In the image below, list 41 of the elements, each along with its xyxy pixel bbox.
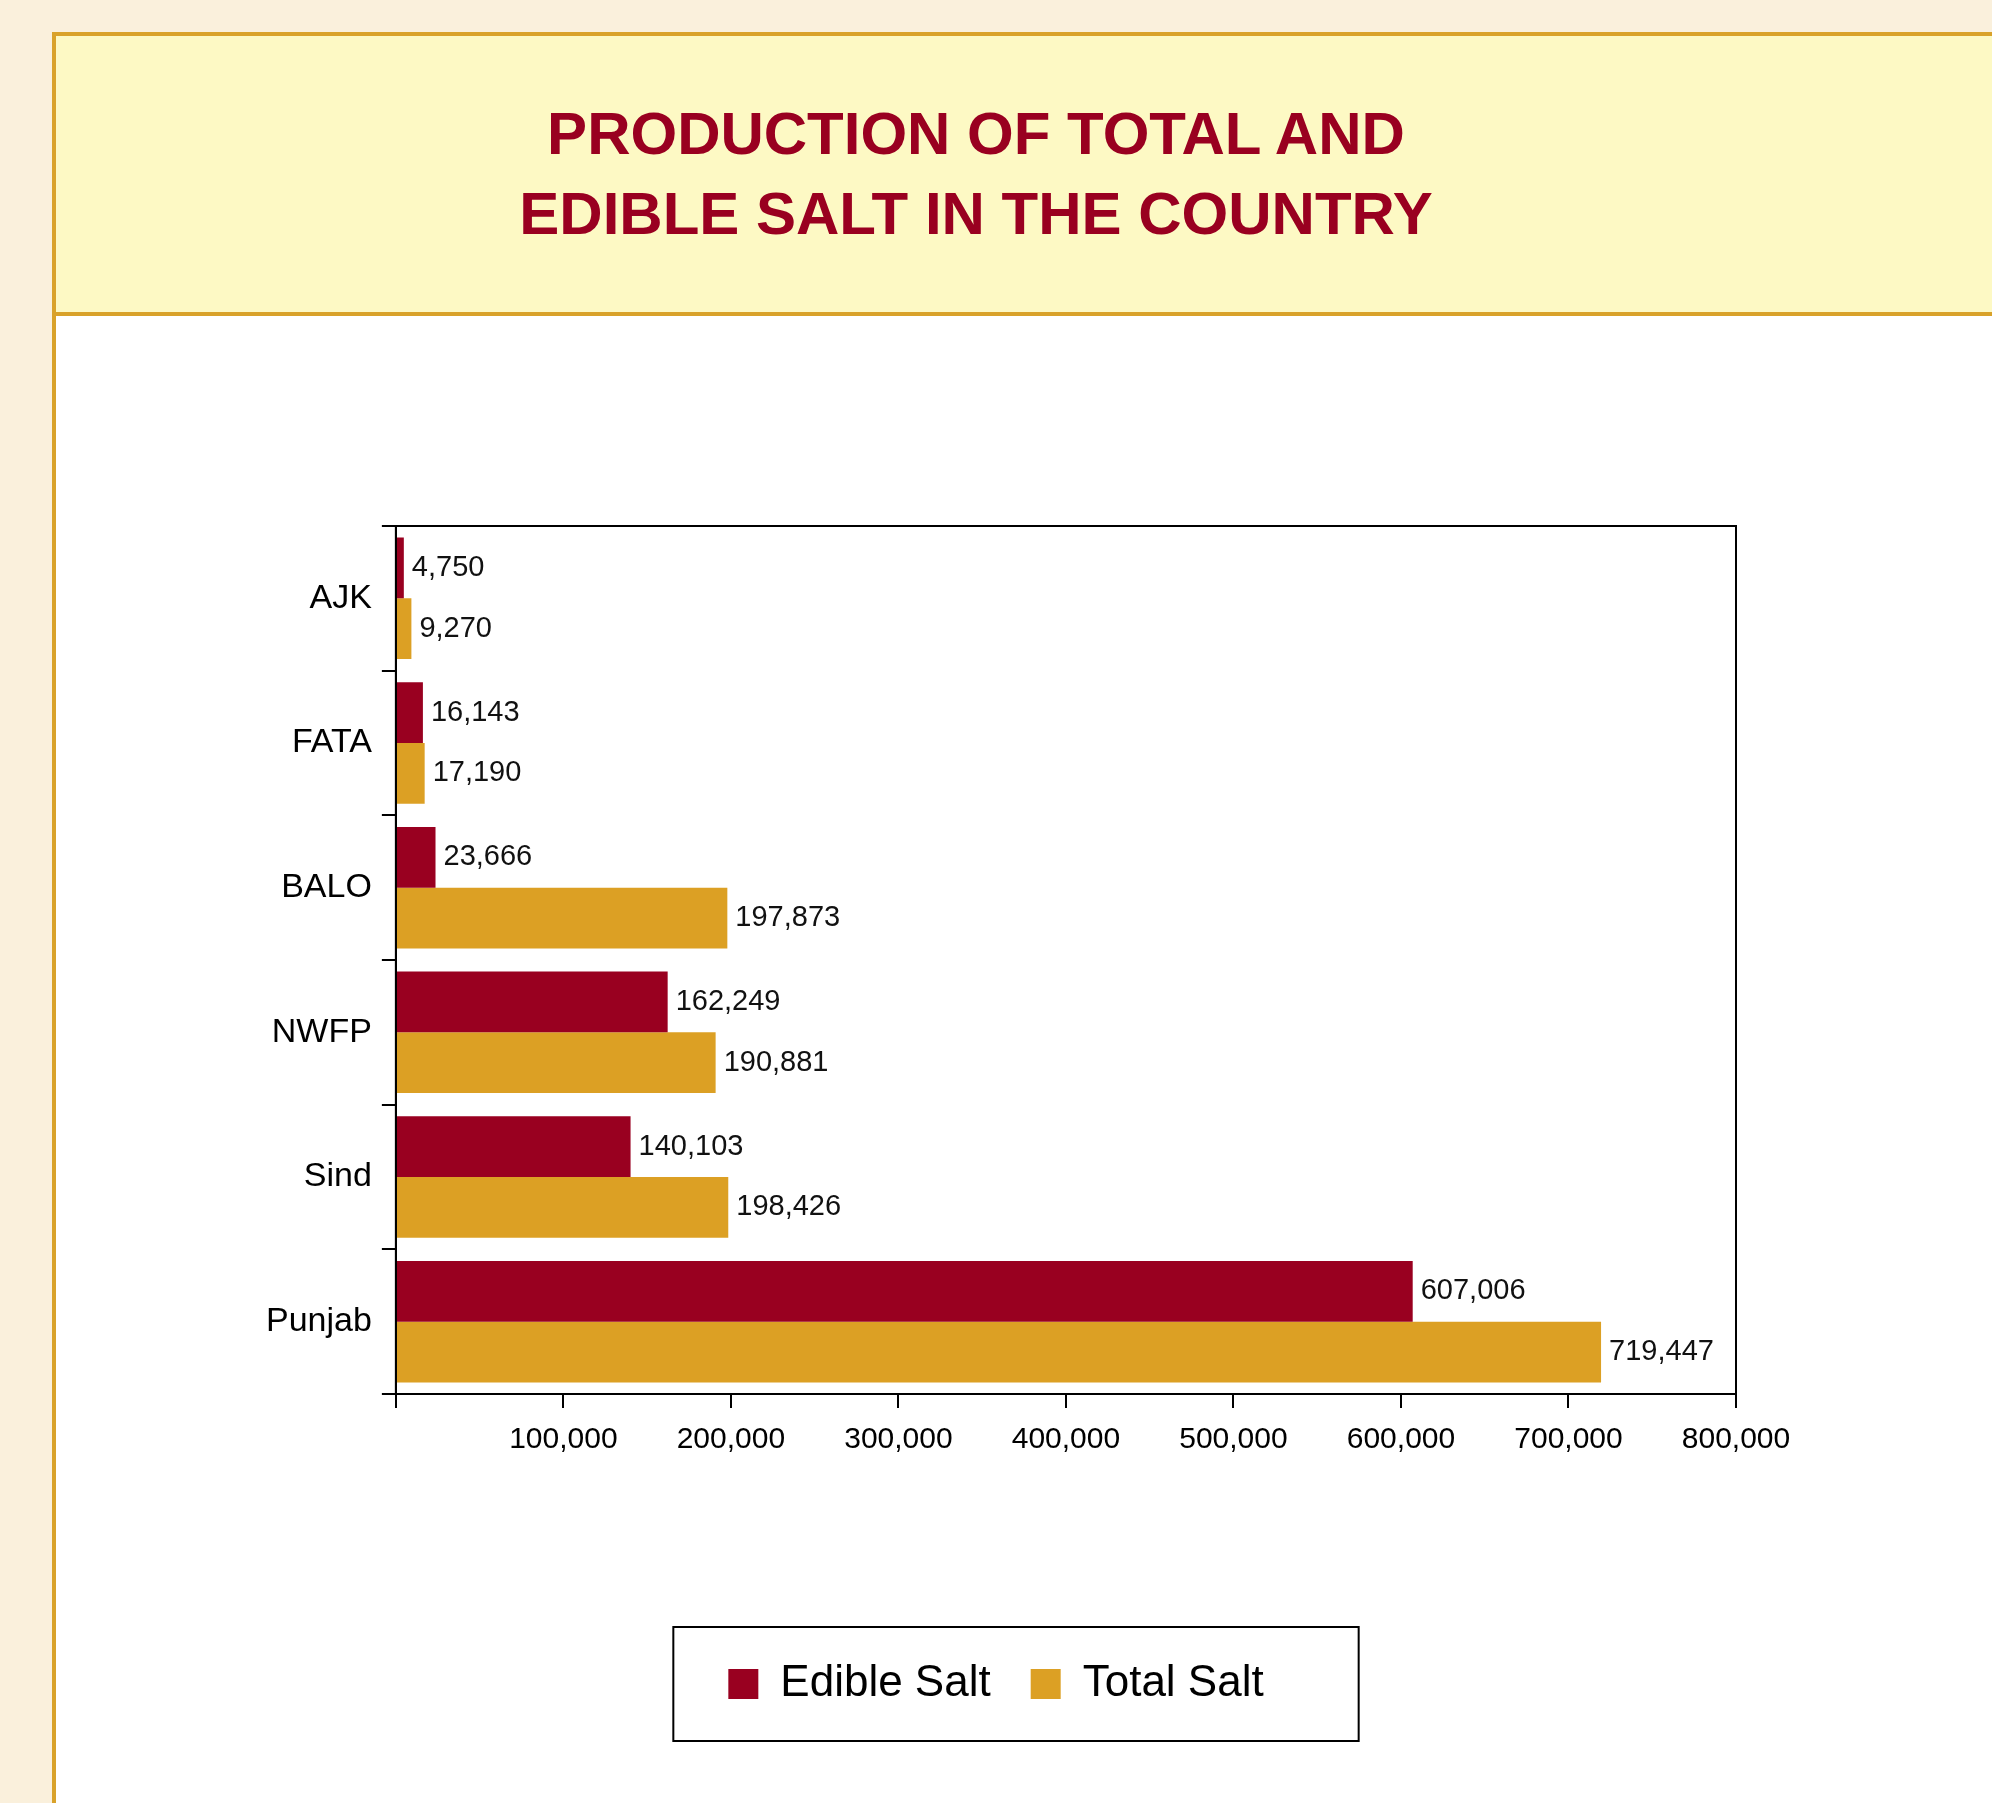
x-tick-label: 300,000 bbox=[844, 1421, 953, 1455]
y-tick-label: BALO bbox=[281, 866, 372, 905]
x-tick-label: 700,000 bbox=[1514, 1421, 1623, 1455]
bar bbox=[396, 743, 425, 804]
chart-title: PRODUCTION OF TOTAL AND EDIBLE SALT IN THE COUNTRY bbox=[519, 99, 1433, 249]
x-tick-label: 200,000 bbox=[676, 1421, 786, 1455]
x-tick-label: 400,000 bbox=[1011, 1421, 1121, 1455]
y-tick-label: AJK bbox=[309, 576, 373, 615]
data-label: 17,190 bbox=[432, 755, 522, 788]
bar bbox=[396, 1116, 631, 1177]
bar bbox=[396, 1260, 1413, 1322]
bar bbox=[396, 1032, 716, 1094]
x-tick-label: 100,000 bbox=[509, 1421, 618, 1455]
bar bbox=[396, 971, 668, 1033]
y-tick-label: NWFP bbox=[271, 1010, 372, 1049]
x-tick-label: 800,000 bbox=[1681, 1421, 1791, 1455]
legend-label: Edible Salt bbox=[780, 1656, 991, 1706]
x-tick-label: 600,000 bbox=[1346, 1421, 1456, 1455]
bar bbox=[396, 826, 436, 888]
legend-label: Total Salt bbox=[1082, 1656, 1264, 1706]
data-label: 198,426 bbox=[736, 1189, 842, 1222]
data-label: 9,270 bbox=[419, 610, 492, 643]
data-label: 190,881 bbox=[723, 1044, 829, 1077]
data-label: 23,666 bbox=[443, 839, 533, 872]
data-label: 16,143 bbox=[430, 694, 520, 727]
data-label: 719,447 bbox=[1609, 1334, 1714, 1367]
data-label: 4,750 bbox=[411, 549, 485, 582]
data-label: 162,249 bbox=[675, 983, 781, 1016]
x-tick-label: 500,000 bbox=[1179, 1421, 1288, 1455]
bar bbox=[396, 537, 404, 599]
data-label: 607,006 bbox=[1420, 1273, 1526, 1306]
bar bbox=[396, 598, 412, 660]
y-tick-label: Sind bbox=[303, 1155, 372, 1194]
data-label: 197,873 bbox=[735, 900, 841, 933]
bar bbox=[396, 1177, 729, 1238]
bar bbox=[396, 682, 423, 743]
y-tick-label: FATA bbox=[291, 721, 373, 760]
bar bbox=[396, 1321, 1602, 1383]
bar bbox=[396, 887, 728, 949]
y-tick-label: Punjab bbox=[265, 1300, 372, 1339]
data-label: 140,103 bbox=[638, 1128, 744, 1161]
